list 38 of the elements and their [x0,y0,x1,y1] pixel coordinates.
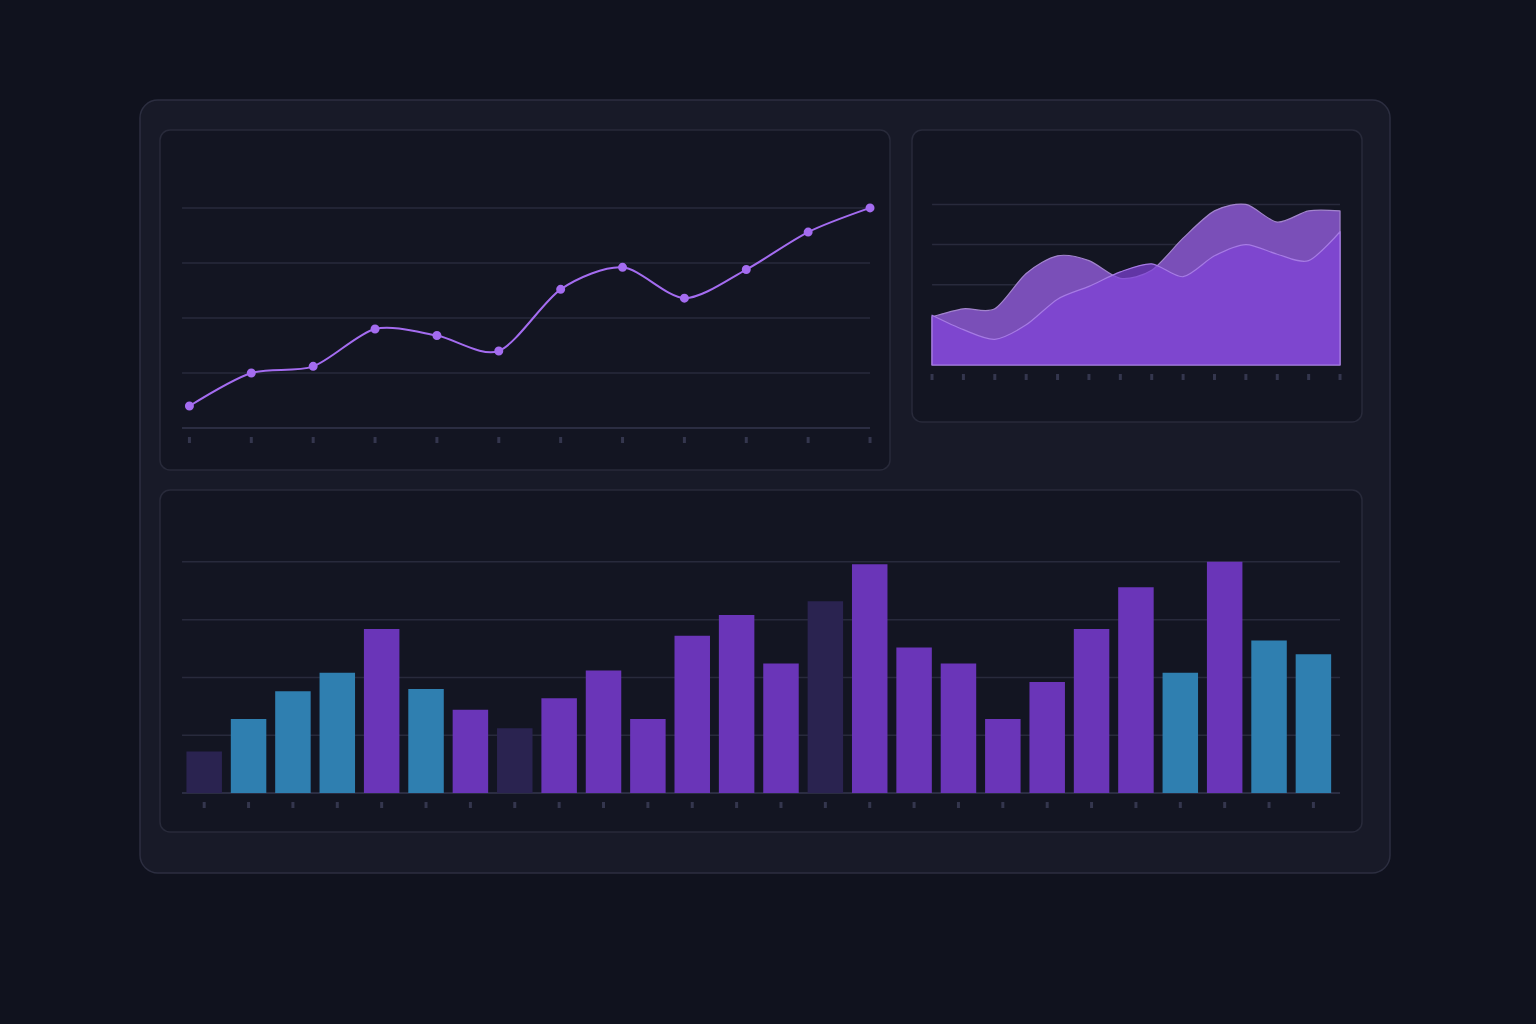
point [370,324,380,334]
bar [452,709,489,793]
bar [1251,640,1287,793]
point [556,284,566,294]
point [494,346,504,356]
bar [363,628,400,793]
bar [807,601,844,793]
bar [497,728,533,793]
bar [985,719,1021,793]
bar [585,670,622,793]
bar [674,635,710,793]
bar [851,564,888,793]
point [184,401,194,411]
point [618,262,628,272]
point [679,293,689,303]
bar [763,663,799,793]
bar [940,663,977,793]
point [803,227,813,237]
point [865,203,875,213]
bar [1162,672,1199,793]
bar [275,691,311,793]
bar [896,647,932,793]
point [308,361,318,371]
bar [408,688,444,793]
bar [1029,682,1065,793]
bar [1073,628,1110,793]
point [432,331,442,341]
point [246,368,256,378]
bar [186,751,222,793]
bar [1206,561,1243,793]
bar [1118,587,1154,793]
bar [630,719,666,793]
bar [1295,654,1332,793]
point [741,265,751,275]
bar [718,615,755,793]
bar [319,672,356,793]
bar [230,719,267,793]
bar [541,698,577,793]
